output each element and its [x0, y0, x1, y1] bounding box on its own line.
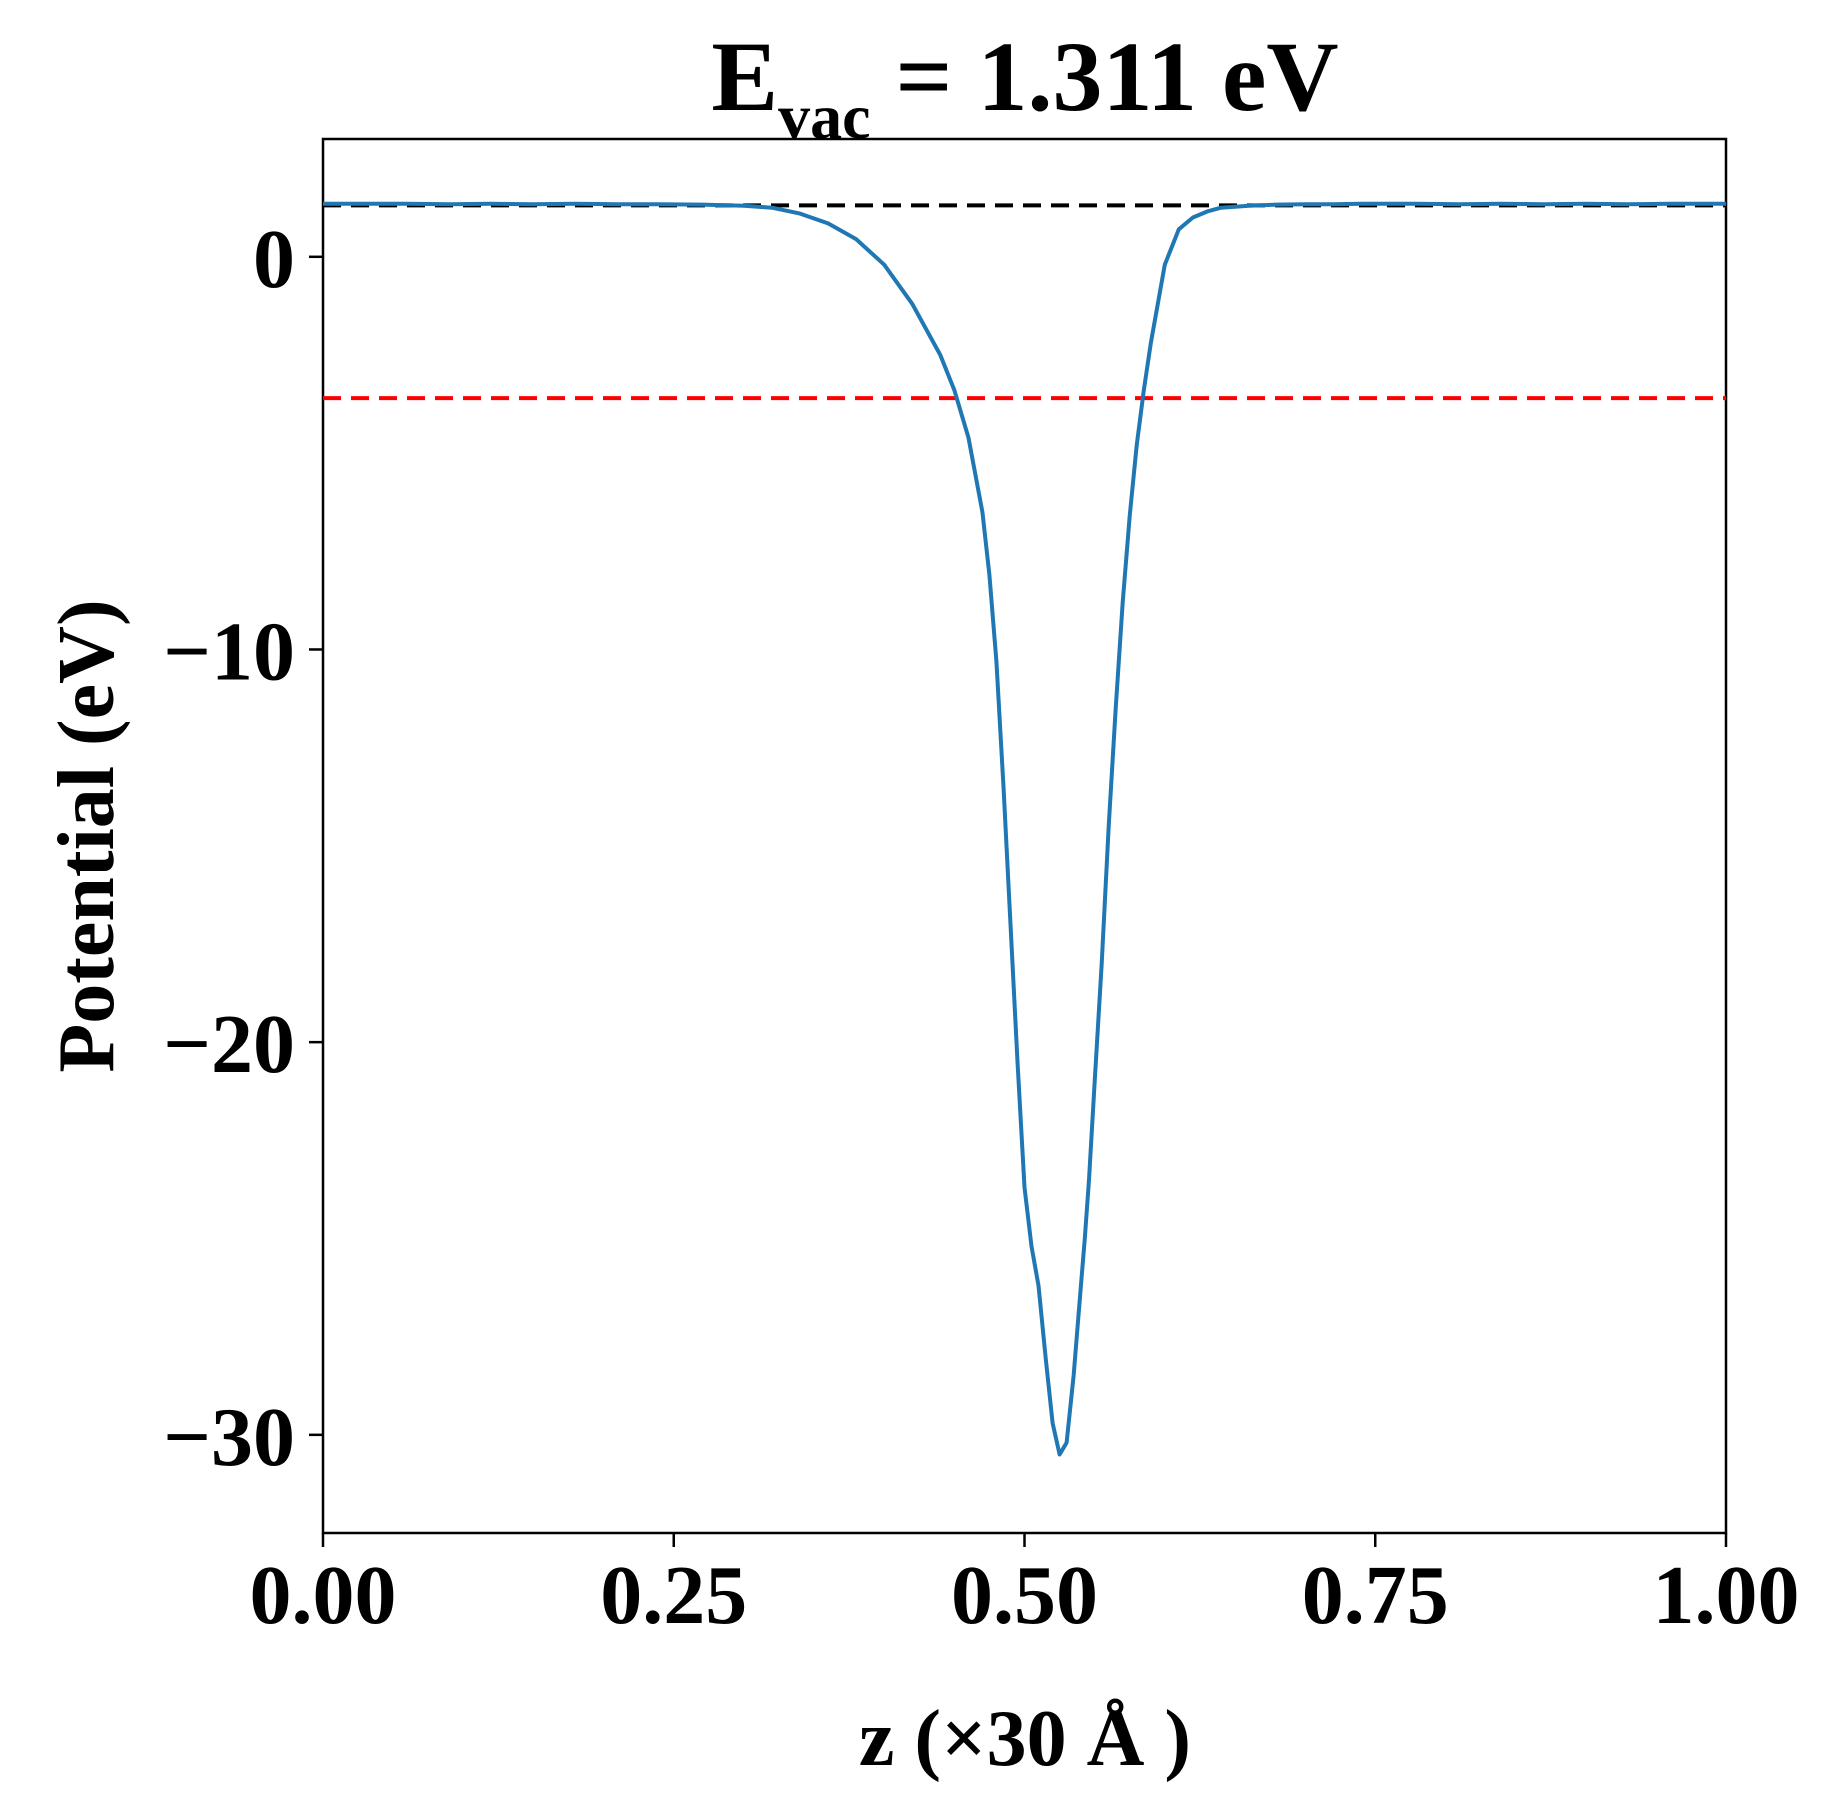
x-tick-label: 0.00 — [250, 1549, 397, 1642]
x-axis: 0.00 0.25 0.50 0.75 1.00 — [250, 1533, 1800, 1642]
reference-lines — [323, 203, 1726, 401]
x-tick-label: 0.25 — [600, 1549, 747, 1642]
y-axis: 0 −10 −20 −30 — [163, 213, 323, 1484]
y-axis-label: Potential (eV) — [43, 599, 131, 1072]
plot-area-frame — [321, 137, 1728, 1535]
y-tick-label: 0 — [253, 213, 295, 306]
y-tick-label: −20 — [163, 998, 295, 1091]
x-tick-label: 0.75 — [1302, 1549, 1449, 1642]
x-tick-label: 1.00 — [1653, 1549, 1800, 1642]
chart-title-subscript: vac — [778, 81, 870, 152]
y-tick-label: −30 — [163, 1391, 295, 1484]
y-tick-label: −10 — [163, 605, 295, 698]
series-layer — [323, 201, 1726, 1457]
x-axis-label: z (×30 Å ) — [859, 1695, 1191, 1783]
potential-series-line — [323, 201, 1726, 1457]
chart-title-main: E — [711, 21, 778, 132]
chart-title-suffix: = 1.311 eV — [871, 21, 1339, 132]
x-tick-label: 0.50 — [951, 1549, 1098, 1642]
chart-title: Evac = 1.311 eV — [711, 21, 1338, 152]
